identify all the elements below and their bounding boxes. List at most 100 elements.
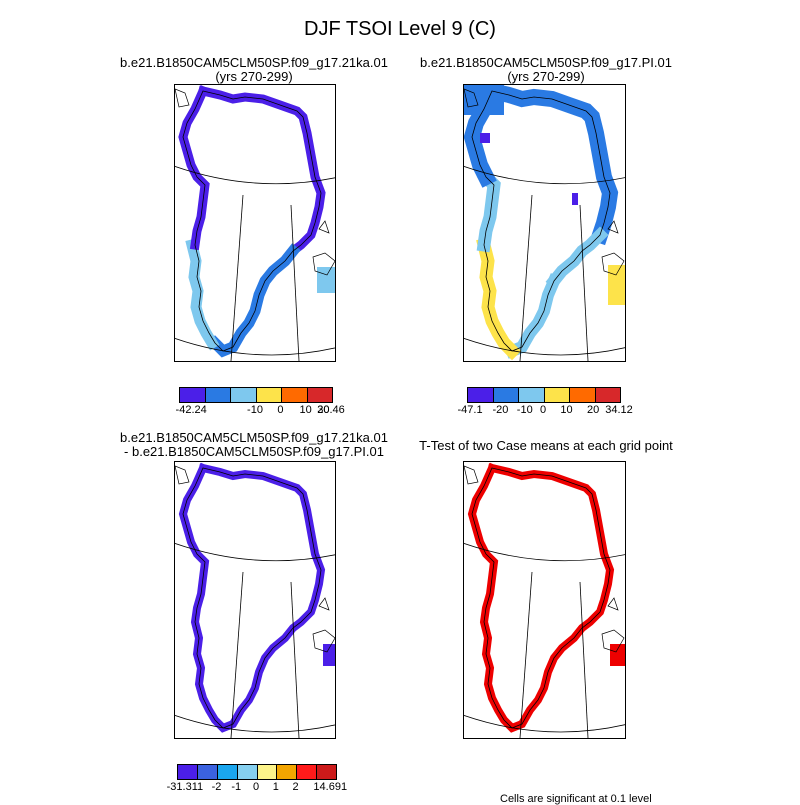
longitude-line — [519, 571, 533, 738]
colorbar-tick-label: 20 — [317, 404, 330, 416]
panel1-title: b.e21.B1850CAM5CLM50SP.f09_g17.21ka.01 (… — [84, 56, 424, 84]
map-plot-2 — [464, 85, 625, 361]
colorbar-tick-label: 1 — [272, 781, 279, 793]
island-outline — [175, 465, 190, 485]
panel4-title-line1: T-Test of two Case means at each grid po… — [419, 438, 673, 453]
figure-title: DJF TSOI Level 9 (C) — [304, 18, 496, 40]
colorbar-cell — [297, 765, 318, 779]
island-outline — [607, 220, 619, 234]
island-outline — [318, 597, 330, 611]
latitude-line — [464, 714, 625, 733]
grid-cell-band — [504, 273, 562, 359]
colorbar-tick-label: 0 — [252, 781, 260, 793]
colorbar-panel-2 — [467, 387, 621, 403]
island-outline — [175, 88, 190, 108]
latitude-line — [175, 165, 335, 185]
colorbar-cell — [317, 765, 336, 779]
colorbar-tick-label: 30.46 — [317, 404, 345, 416]
grid-cell-band — [482, 85, 619, 246]
panel3-title-line2: - b.e21.B1850CAM5CLM50SP.f09_g17.PI.01 — [124, 444, 384, 459]
island-outline — [312, 252, 335, 276]
colorbar-tick-label: 0 — [539, 404, 547, 416]
colorbar-tick-label: -42.24 — [175, 404, 207, 416]
panel3-title-line1: b.e21.B1850CAM5CLM50SP.f09_g17.21ka.01 — [120, 430, 388, 445]
grid-cell-band — [207, 243, 301, 358]
longitude-line — [579, 581, 589, 738]
longitude-line — [579, 204, 589, 361]
colorbar-cell — [231, 388, 257, 402]
island-outline — [601, 252, 625, 276]
longitude-line — [230, 571, 244, 738]
panel4-title: T-Test of two Case means at each grid po… — [394, 439, 698, 453]
grid-cell-patch — [572, 193, 578, 205]
colorbar-tick-label: 10 — [299, 404, 312, 416]
colorbar-cell — [468, 388, 494, 402]
island-outline — [318, 220, 330, 234]
longitude-line — [230, 194, 244, 361]
grid-cell-band — [185, 238, 220, 351]
colorbar-cell — [237, 765, 258, 779]
latitude-line — [175, 337, 335, 356]
colorbar-cell — [570, 388, 596, 402]
map-plot-1 — [175, 85, 335, 361]
latitude-line — [175, 714, 335, 733]
coastline — [182, 90, 322, 352]
island-outline — [312, 629, 335, 653]
colorbar-tick-label: -47.1 — [457, 404, 483, 416]
grid-cell-band — [467, 462, 615, 733]
colorbar-cell — [197, 765, 218, 779]
latitude-line — [464, 165, 625, 185]
latitude-line — [464, 542, 625, 562]
colorbar-cell — [282, 388, 308, 402]
grid-cell-patch — [323, 644, 335, 666]
longitude-line — [290, 204, 300, 361]
map-plot-4 — [464, 462, 625, 738]
colorbar-tick-label: -10 — [516, 404, 533, 416]
colorbar-tick-label: -1 — [231, 781, 242, 793]
latitude-line — [464, 337, 625, 356]
coastline — [471, 90, 611, 352]
longitude-line — [290, 581, 300, 738]
colorbar-cell — [178, 765, 198, 779]
map-plot-3 — [175, 462, 335, 738]
map-panel-2 — [463, 84, 626, 362]
colorbar-cell — [180, 388, 206, 402]
colorbar-tick-label: 14.691 — [313, 781, 348, 793]
colorbar-cell — [205, 388, 231, 402]
coastline — [471, 467, 611, 729]
colorbar-cell — [595, 388, 620, 402]
map-panel-1 — [174, 84, 336, 362]
colorbar-cell — [257, 765, 278, 779]
grid-cell-patch — [480, 133, 490, 143]
panel1-title-line2: (yrs 270-299) — [215, 69, 293, 84]
colorbar-cell — [256, 388, 282, 402]
grid-cell-patch — [608, 265, 625, 305]
colorbar-cell — [544, 388, 570, 402]
grid-cell-band — [178, 462, 326, 733]
island-outline — [464, 465, 479, 485]
longitude-line — [519, 194, 533, 361]
grid-cell-band — [178, 85, 210, 251]
grid-cell-patch — [464, 85, 504, 115]
colorbar-cell — [493, 388, 519, 402]
colorbar-tick-label: 34.12 — [605, 404, 633, 416]
colorbar-tick-label: 2 — [292, 781, 299, 793]
map-panel-4 — [463, 461, 626, 739]
colorbar-tick-label: 20 — [587, 404, 600, 416]
panel1-title-line1: b.e21.B1850CAM5CLM50SP.f09_g17.21ka.01 — [120, 55, 388, 70]
colorbar-cell — [277, 765, 298, 779]
island-outline — [464, 88, 479, 108]
panel2-title-line1: b.e21.B1850CAM5CLM50SP.f09_g17.PI.01 — [420, 55, 672, 70]
colorbar-panel-3 — [177, 764, 337, 780]
colorbar-tick-label: -10 — [247, 404, 263, 416]
colorbar-cell — [519, 388, 545, 402]
panel3-title: b.e21.B1850CAM5CLM50SP.f09_g17.21ka.01 -… — [84, 431, 424, 459]
significance-note: Cells are significant at 0.1 level — [500, 793, 652, 805]
grid-cell-patch — [610, 644, 625, 666]
colorbar-panel-1 — [179, 387, 333, 403]
panel2-title: b.e21.B1850CAM5CLM50SP.f09_g17.PI.01 (yr… — [376, 56, 716, 84]
colorbar-tick-label: -2 — [211, 781, 222, 793]
grid-cell-band — [197, 85, 326, 258]
map-panel-3 — [174, 461, 336, 739]
coastline — [182, 467, 322, 729]
